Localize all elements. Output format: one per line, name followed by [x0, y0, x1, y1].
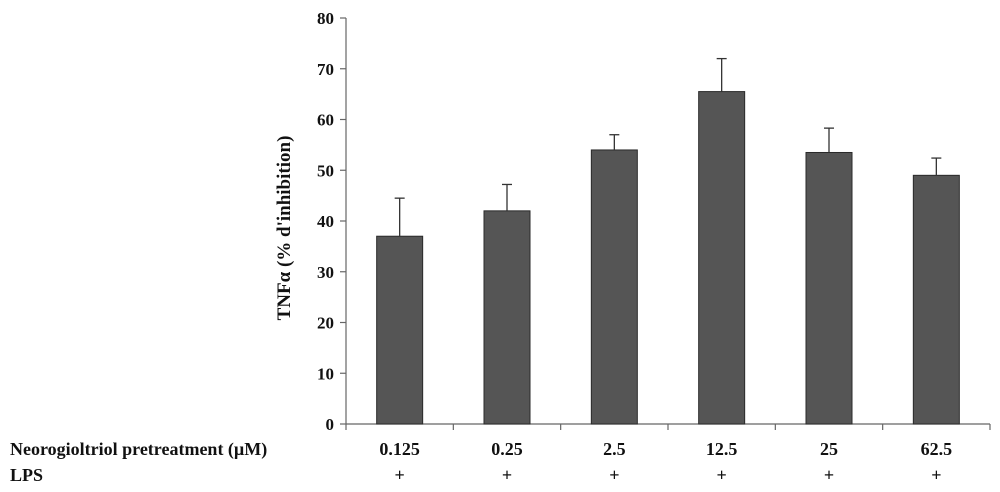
concentration-label: 12.5: [706, 439, 738, 459]
bars: [376, 57, 960, 425]
bar: [590, 149, 638, 425]
y-tick-label: 50: [317, 161, 334, 180]
bar-group: [698, 57, 746, 425]
lps-plus-label: +: [824, 465, 834, 485]
y-axis: 0 10 20 30 40 50 60 70 80: [317, 9, 991, 434]
bar-group: [590, 134, 638, 425]
y-tick-label: 40: [317, 212, 334, 231]
bar: [912, 174, 960, 425]
lps-plus-label: +: [502, 465, 512, 485]
concentration-label: 0.25: [491, 439, 523, 459]
bar-group: [376, 197, 424, 425]
bar: [698, 91, 746, 425]
concentration-label: 62.5: [921, 439, 953, 459]
y-tick-label: 20: [317, 314, 334, 333]
concentration-label: 25: [820, 439, 838, 459]
y-tick-label: 30: [317, 263, 334, 282]
lps-row-label: LPS: [10, 465, 43, 485]
y-tick-label: 10: [317, 364, 334, 383]
y-tick-label: 70: [317, 60, 334, 79]
lps-plus-label: +: [395, 465, 405, 485]
concentration-label: 2.5: [603, 439, 626, 459]
y-tick-label: 60: [317, 111, 334, 130]
x-axis-labels: Neorogioltriol pretreatment (µM) 0.125 0.2…: [10, 439, 952, 485]
bar-group: [912, 157, 960, 425]
bar-group: [805, 127, 853, 425]
bar: [483, 210, 531, 425]
bar: [805, 151, 853, 425]
bar-group: [483, 183, 531, 425]
bar: [376, 235, 424, 425]
y-axis-label: TNFα (% d'inhibition): [274, 136, 295, 321]
lps-plus-label: +: [717, 465, 727, 485]
y-tick-label: 80: [317, 9, 334, 28]
y-tick-label: 0: [326, 415, 335, 434]
lps-plus-label: +: [931, 465, 941, 485]
lps-plus-label: +: [609, 465, 619, 485]
pretreatment-row-label: Neorogioltriol pretreatment (µM): [10, 439, 267, 460]
concentration-label: 0.125: [379, 439, 420, 459]
